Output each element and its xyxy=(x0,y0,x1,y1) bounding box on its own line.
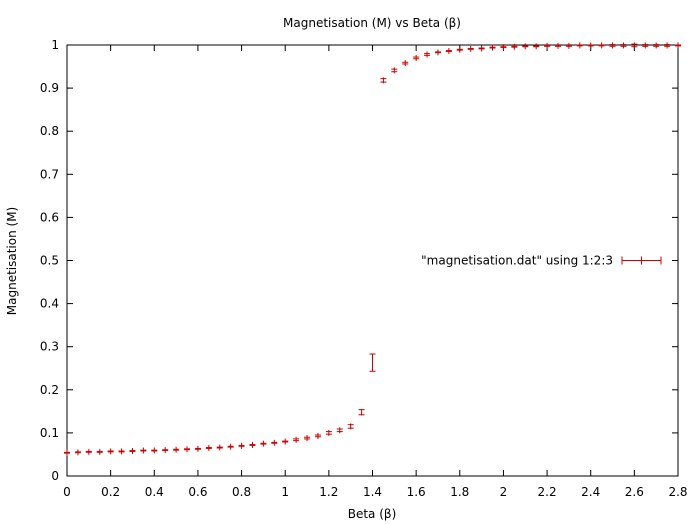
data-point xyxy=(260,440,267,447)
data-point xyxy=(522,43,529,50)
y-tick-label: 0.4 xyxy=(40,297,59,311)
chart-title: Magnetisation (M) vs Beta (β) xyxy=(283,16,461,30)
data-point xyxy=(434,49,441,56)
legend: "magnetisation.dat" using 1:2:3 xyxy=(421,254,662,268)
data-point xyxy=(184,446,191,453)
data-points xyxy=(64,42,681,456)
x-tick-label: 1.6 xyxy=(407,485,426,499)
x-tick-label: 0 xyxy=(63,485,71,499)
data-point xyxy=(336,427,343,434)
data-point xyxy=(489,44,496,51)
x-tick-label: 0.4 xyxy=(145,485,164,499)
data-point xyxy=(162,447,169,454)
data-point xyxy=(293,436,300,443)
data-point xyxy=(129,448,136,455)
data-point xyxy=(653,42,660,49)
data-point xyxy=(107,448,114,455)
y-tick-label: 0.2 xyxy=(40,383,59,397)
data-point xyxy=(424,51,431,58)
data-point xyxy=(391,67,398,74)
x-tick-label: 2.2 xyxy=(538,485,557,499)
y-tick-label: 1 xyxy=(51,38,59,52)
data-point xyxy=(271,439,278,446)
data-point xyxy=(544,42,551,49)
data-point xyxy=(380,77,387,84)
data-point xyxy=(74,449,81,456)
x-tick-label: 2.8 xyxy=(668,485,687,499)
data-point xyxy=(413,54,420,61)
data-point xyxy=(511,43,518,50)
data-point xyxy=(631,42,638,49)
data-point xyxy=(358,409,365,416)
data-point xyxy=(675,42,681,49)
data-point xyxy=(173,446,180,453)
data-point xyxy=(467,45,474,52)
data-point xyxy=(304,435,311,442)
data-point xyxy=(140,447,147,454)
data-point xyxy=(249,441,256,448)
data-point xyxy=(314,432,321,439)
x-tick-label: 2.4 xyxy=(581,485,600,499)
x-axis-label: Beta (β) xyxy=(348,507,397,521)
data-point xyxy=(151,447,158,454)
data-point xyxy=(587,42,594,49)
data-point xyxy=(456,46,463,53)
data-point xyxy=(64,449,70,456)
data-point xyxy=(445,48,452,55)
y-tick-label: 0.6 xyxy=(40,210,59,224)
x-tick-label: 1.4 xyxy=(363,485,382,499)
y-tick-label: 0.1 xyxy=(40,426,59,440)
tick-marks: 0 0.2 0.4 0.6 0.8 1 1.2 1.4 1.6 1.8 2 2.2 2.4 2.6 2.8 0… xyxy=(40,38,688,499)
y-tick-label: 0 xyxy=(51,469,59,483)
y-tick-label: 0.9 xyxy=(40,81,59,95)
data-point xyxy=(96,448,103,455)
x-tick-label: 1.8 xyxy=(450,485,469,499)
data-point xyxy=(402,60,409,67)
data-point xyxy=(598,42,605,49)
data-point xyxy=(500,44,507,51)
x-tick-label: 1.2 xyxy=(319,485,338,499)
data-point xyxy=(194,445,201,452)
x-tick-label: 0.6 xyxy=(188,485,207,499)
data-point xyxy=(620,42,627,49)
x-tick-label: 2.6 xyxy=(625,485,644,499)
data-point xyxy=(664,42,671,49)
data-point xyxy=(205,444,212,451)
data-point xyxy=(576,42,583,49)
data-point xyxy=(238,442,245,449)
data-point xyxy=(609,42,616,49)
data-point xyxy=(554,42,561,49)
x-tick-label: 0.8 xyxy=(232,485,251,499)
x-tick-label: 2 xyxy=(500,485,508,499)
data-point xyxy=(347,423,354,430)
data-point xyxy=(369,353,376,372)
data-point xyxy=(325,429,332,436)
data-point xyxy=(216,444,223,451)
y-tick-label: 0.3 xyxy=(40,340,59,354)
y-tick-label: 0.7 xyxy=(40,167,59,181)
data-point xyxy=(642,42,649,49)
data-point xyxy=(282,438,289,445)
data-point xyxy=(118,448,125,455)
x-tick-label: 1 xyxy=(281,485,289,499)
data-point xyxy=(478,45,485,52)
y-tick-label: 0.8 xyxy=(40,124,59,138)
data-point xyxy=(565,42,572,49)
y-tick-label: 0.5 xyxy=(40,254,59,268)
legend-label: "magnetisation.dat" using 1:2:3 xyxy=(421,254,613,268)
data-point xyxy=(533,43,540,50)
data-point xyxy=(227,443,234,450)
data-point xyxy=(85,448,92,455)
x-tick-label: 0.2 xyxy=(101,485,120,499)
y-axis-label: Magnetisation (M) xyxy=(5,207,19,315)
